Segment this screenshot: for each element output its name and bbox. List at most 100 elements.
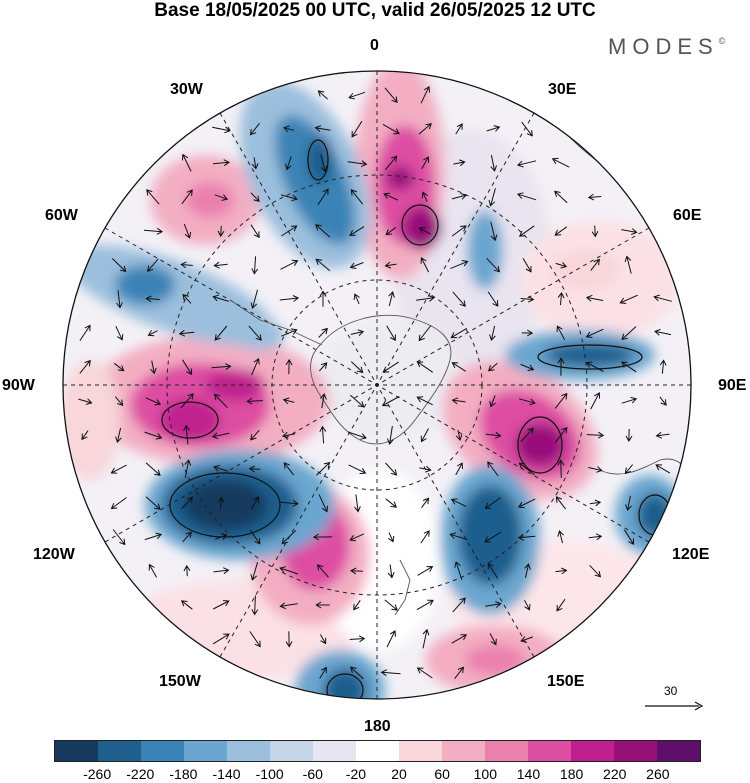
wind-vector <box>382 123 400 135</box>
colorbar-segment <box>98 741 141 761</box>
wind-vector <box>212 294 229 302</box>
wind-vector <box>251 357 260 376</box>
wind-vector <box>416 295 435 302</box>
wind-vector <box>181 153 192 172</box>
wind-vector <box>212 600 230 610</box>
wind-vector <box>418 123 432 135</box>
wind-vector <box>416 667 433 679</box>
wind-vector <box>81 430 89 441</box>
wind-vector <box>281 530 297 545</box>
wind-vector <box>279 295 300 302</box>
wind-vector <box>386 425 394 445</box>
wind-vector <box>144 431 163 440</box>
wind-vector <box>180 393 194 409</box>
colorbar-segment <box>442 741 485 761</box>
wind-vector <box>145 397 162 406</box>
wind-vector <box>282 397 295 405</box>
wind-vector <box>591 225 599 238</box>
wind-vector <box>246 397 263 405</box>
wind-vector <box>213 465 228 472</box>
wind-vector <box>183 223 192 239</box>
colorbar-tick-label: -180 <box>169 766 198 782</box>
wind-vector <box>516 192 537 201</box>
wind-vector <box>454 666 464 680</box>
colorbar-segment <box>657 741 700 761</box>
wind-vector <box>181 359 193 376</box>
wind-vector <box>621 326 637 341</box>
wind-vector <box>556 598 566 612</box>
wind-vector <box>316 461 331 476</box>
wind-vector <box>180 600 193 610</box>
wind-vector <box>249 122 260 136</box>
lon-label-150e: 150E <box>547 673 585 690</box>
lon-label-30e: 30E <box>548 81 577 98</box>
wind-vector <box>318 327 328 338</box>
wind-vector <box>150 360 157 375</box>
wind-vector <box>421 497 430 508</box>
wind-vector <box>144 532 163 541</box>
wind-vector <box>387 564 395 579</box>
wind-vector <box>451 225 467 237</box>
wind-vector <box>386 630 396 648</box>
wind-vector <box>484 531 502 543</box>
colorbar-tick-label: -220 <box>126 766 155 782</box>
lon-label-120e: 120E <box>672 546 710 563</box>
wind-vector <box>79 359 91 374</box>
wind-vector <box>418 325 432 342</box>
wind-vector <box>314 125 331 132</box>
wind-vector <box>516 160 537 168</box>
colorbar-tick-label: 100 <box>473 766 498 782</box>
wind-vector <box>183 424 191 445</box>
wind-vector <box>145 295 160 303</box>
wind-vector <box>451 193 468 200</box>
wind-vector <box>382 361 400 373</box>
wind-vector <box>316 564 329 578</box>
wind-vector <box>283 462 295 476</box>
chart-title: Base 18/05/2025 00 UTC, valid 26/05/2025… <box>154 0 596 21</box>
wind-vector <box>318 362 328 372</box>
wind-vector <box>451 362 466 372</box>
colorbar-tick-label: 220 <box>603 766 627 782</box>
wind-vector <box>147 258 159 272</box>
wind-vector <box>585 294 604 302</box>
wind-vector <box>317 90 328 100</box>
lon-label-60w: 60W <box>45 207 78 224</box>
wind-vector <box>486 125 501 132</box>
colorbar-segment <box>141 741 184 761</box>
wind-vector <box>453 159 466 167</box>
wind-vector <box>214 194 229 201</box>
wind-vector <box>554 226 568 236</box>
wind-vector <box>251 595 259 616</box>
lon-label-90w: 90W <box>2 377 35 394</box>
wind-vector <box>654 328 672 336</box>
wind-vector <box>317 188 329 206</box>
wind-vector <box>557 357 565 376</box>
wind-vector <box>145 496 161 510</box>
colorbar-segment <box>571 741 614 761</box>
wind-vector <box>621 228 638 235</box>
wind-vector <box>384 599 398 611</box>
wind-vector <box>147 330 158 337</box>
wind-vector <box>385 155 398 171</box>
wind-vector <box>416 599 434 611</box>
wind-vector <box>590 258 600 271</box>
wind-vector <box>213 567 230 575</box>
wind-vector <box>420 428 429 443</box>
wind-vector <box>490 155 497 172</box>
colorbar-tick-label: -100 <box>255 766 284 782</box>
wind-vector <box>213 261 228 269</box>
colorbar-tick-label: -20 <box>345 766 367 782</box>
brand-mark: © <box>718 36 726 46</box>
wind-vector <box>659 396 667 406</box>
wind-vector <box>455 462 463 476</box>
wind-vector <box>116 290 123 309</box>
wind-vector <box>350 329 365 336</box>
wind-vector <box>449 532 468 541</box>
wind-vector <box>349 226 365 236</box>
wind-vector <box>350 567 364 575</box>
colorbar-tick-label: 260 <box>646 766 670 782</box>
colorbar-segment <box>270 741 313 761</box>
wind-vector <box>521 121 533 137</box>
wind-vector <box>554 426 568 443</box>
wind-vector <box>556 325 566 341</box>
